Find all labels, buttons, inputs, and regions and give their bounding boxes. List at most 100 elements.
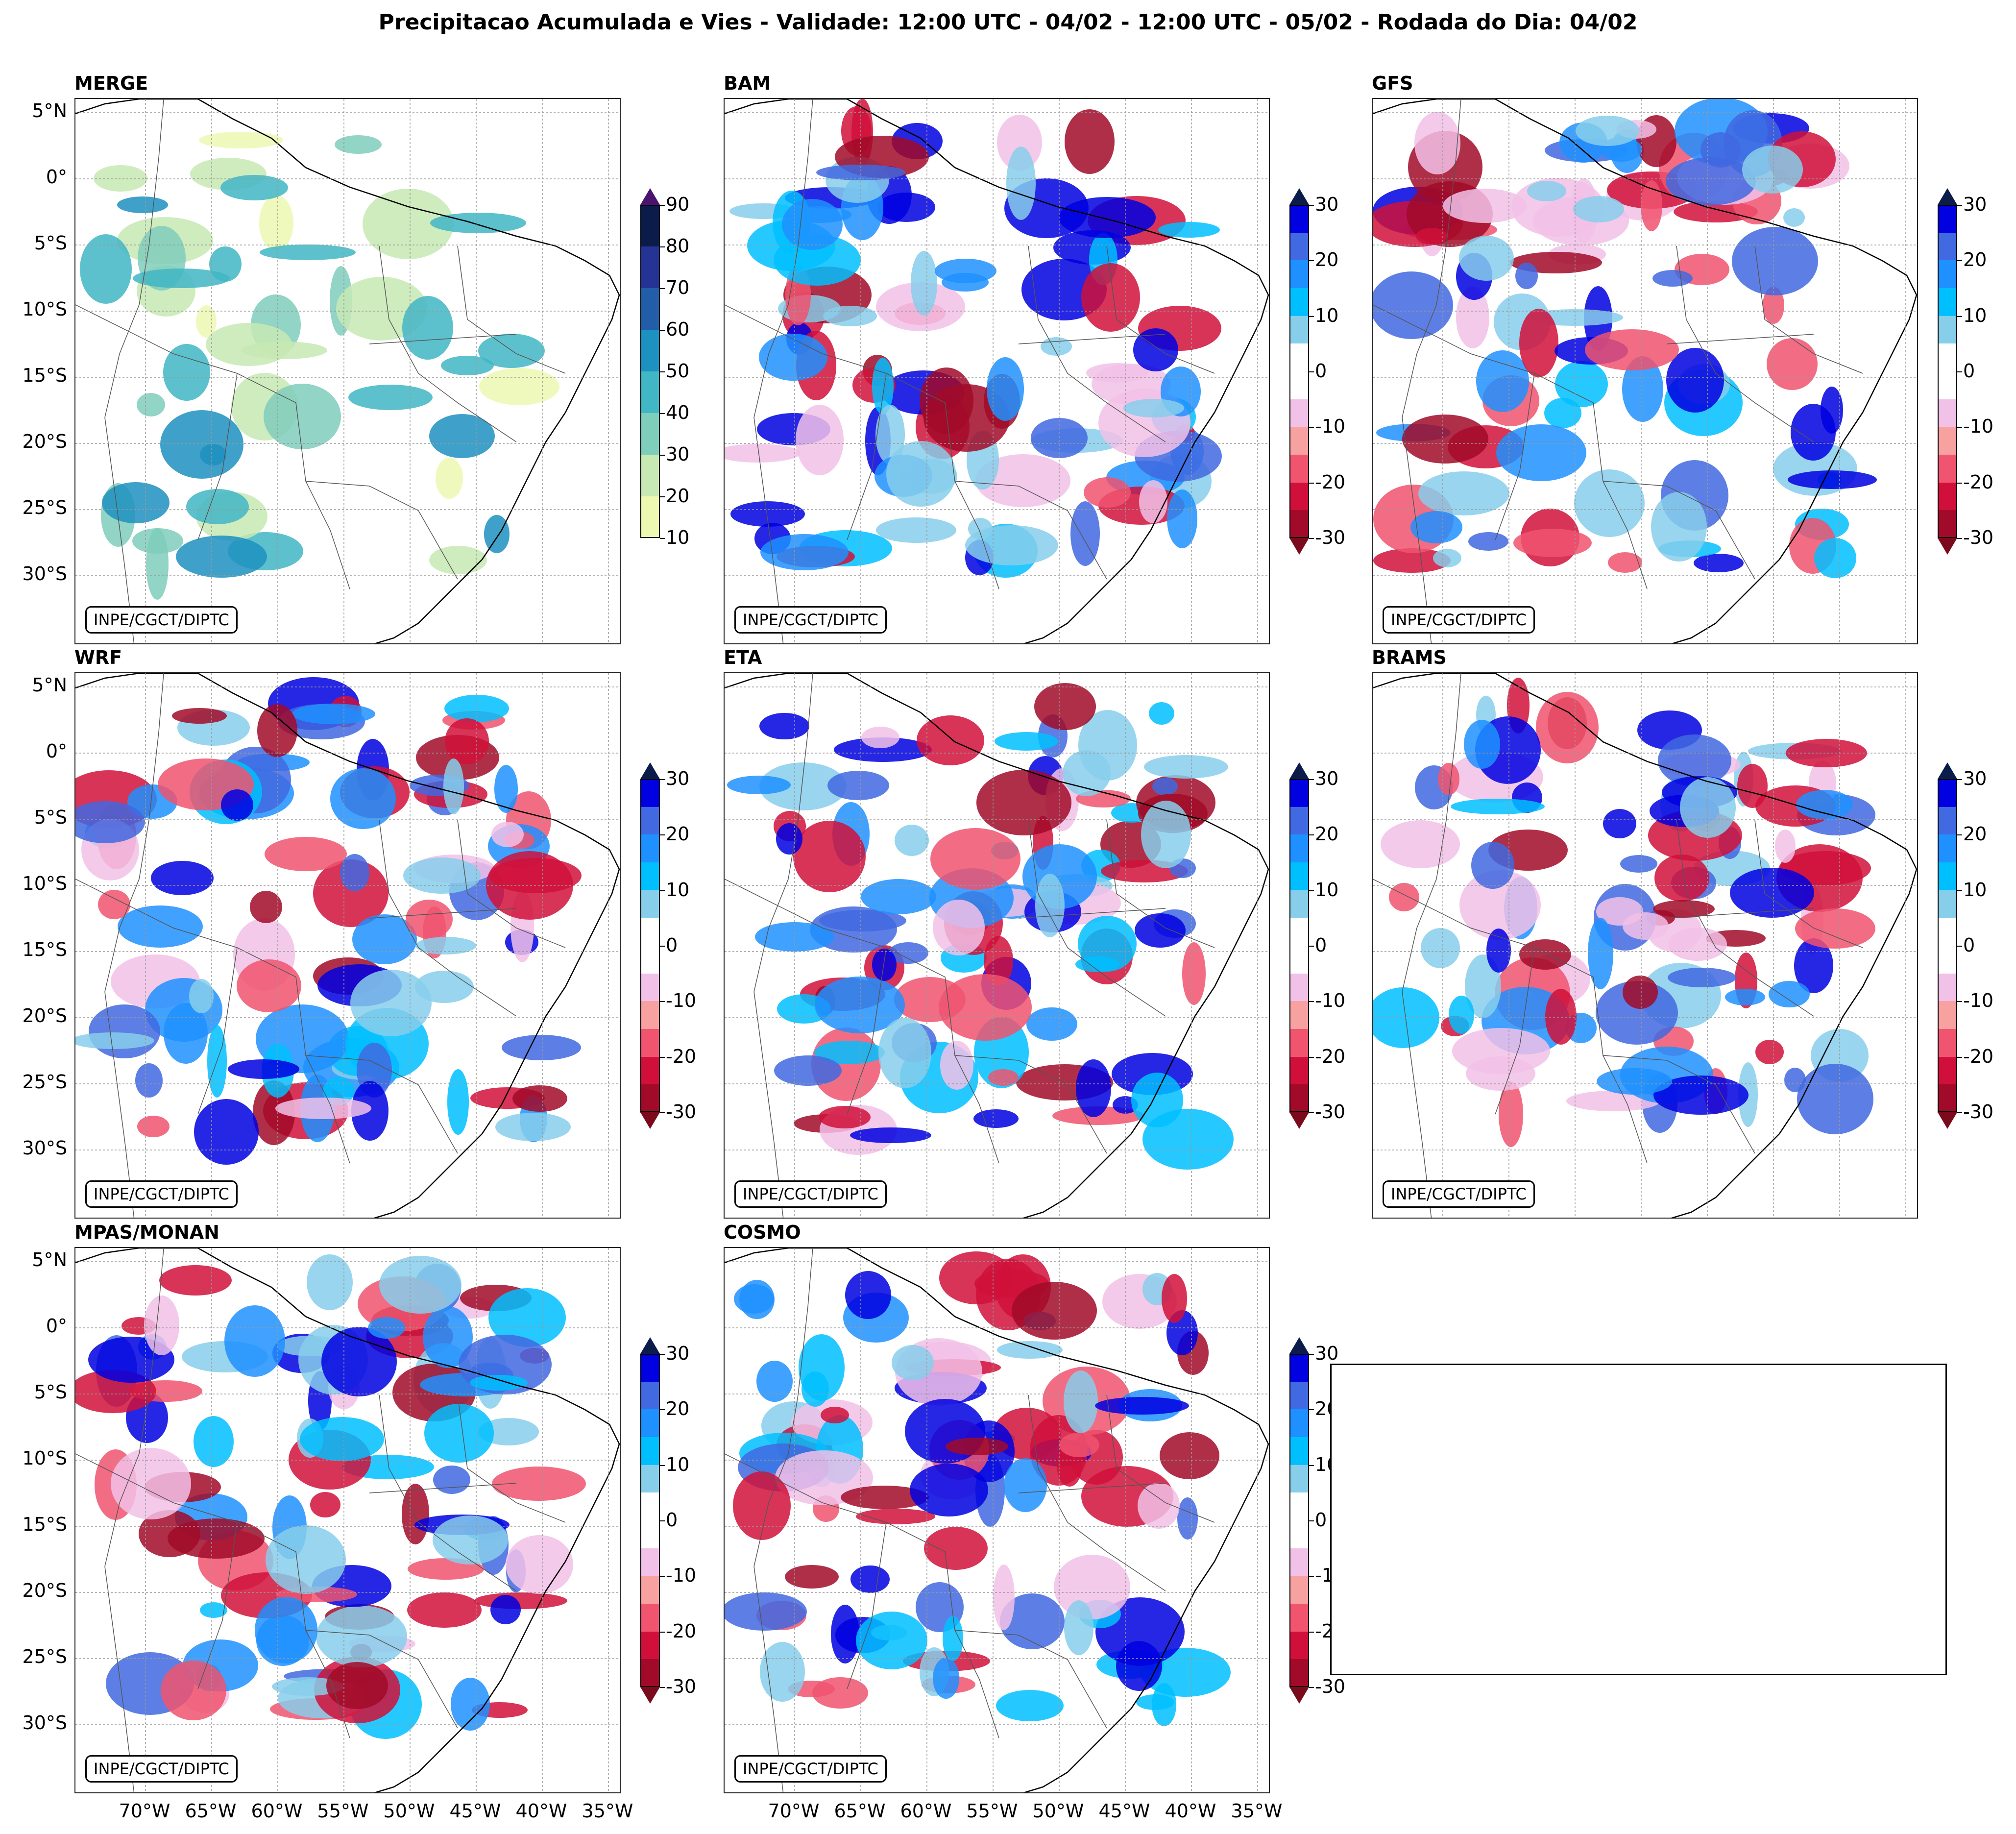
colorbar-tickmark [660, 205, 665, 206]
field-blob [816, 165, 905, 180]
field-blob [335, 135, 382, 154]
field-blob [1767, 338, 1818, 390]
lon-label: 70°W [119, 1800, 170, 1822]
field-blob [988, 1069, 1019, 1086]
field-blob [310, 1492, 340, 1517]
colorbar-tick-label: 10 [1963, 879, 1987, 901]
colorbar-tickmark [1309, 205, 1314, 206]
field-blob [479, 368, 559, 405]
field-blob [1742, 146, 1803, 194]
field-blob [1162, 1274, 1187, 1323]
field-blob [1012, 1282, 1097, 1340]
coastline [75, 99, 620, 643]
colorbar-tick-label: 10 [666, 879, 690, 901]
colorbar-tickmark [1957, 779, 1962, 780]
field-blob [253, 1080, 295, 1145]
colorbar-segment [640, 946, 660, 974]
field-blob [260, 245, 356, 260]
field-blob [845, 1271, 891, 1319]
field-blob [1123, 399, 1184, 417]
field-blob [1519, 309, 1558, 377]
colorbar-tick-label: -10 [1963, 416, 1994, 438]
field-blob [1064, 1600, 1093, 1655]
field-blob [1730, 868, 1814, 918]
colorbar-tickmark [1309, 1001, 1314, 1003]
field-blob [1499, 1081, 1523, 1147]
field-blob [861, 727, 899, 748]
field-blob [266, 1525, 346, 1594]
colorbar-segment [640, 1056, 660, 1085]
colorbar-segment [640, 455, 660, 497]
field-blob [447, 1069, 469, 1135]
field-blob [995, 732, 1058, 751]
colorbar-segment [1938, 427, 1957, 455]
field-blob [1755, 1040, 1784, 1064]
field-blob [407, 1592, 482, 1628]
colorbar-tickmark [1309, 538, 1314, 539]
colorbar-segment [1289, 1548, 1309, 1577]
field-blob [478, 334, 545, 368]
bias-colorbar: 30 20 10 0 -10 -20 -30 [640, 762, 696, 1129]
colorbar-segment [640, 862, 660, 891]
field-blob [445, 718, 489, 764]
colorbar-tick-label: 90 [666, 194, 690, 215]
field-blob [194, 1099, 259, 1165]
field-blob [94, 165, 147, 192]
field-blob [939, 974, 1032, 1041]
colorbar-segment [1289, 890, 1309, 919]
colorbar-tickmark [1309, 1520, 1314, 1521]
colorbar-tick-label: -30 [1315, 527, 1346, 548]
map-svg [75, 1248, 620, 1792]
colorbar-tick-label: 30 [1963, 768, 1987, 789]
colorbar-segment [640, 1381, 660, 1410]
colorbar-arrow-bottom [640, 1687, 660, 1704]
colorbar-segment [1289, 1631, 1309, 1660]
field-blob [102, 482, 170, 523]
field-blob [200, 1602, 227, 1618]
colorbar-tick-label: 0 [1963, 360, 1975, 382]
field-blob [987, 357, 1024, 421]
field-blob [1585, 329, 1679, 370]
field-blob [1651, 492, 1707, 562]
field-blob [118, 905, 203, 948]
field-blob [1402, 415, 1488, 464]
field-blob [1466, 1056, 1535, 1091]
colorbar-segment [1289, 807, 1309, 835]
map-svg [725, 1248, 1269, 1792]
field-blob [785, 1565, 839, 1589]
field-blob [1574, 469, 1645, 537]
field-blob [111, 1448, 191, 1519]
borders [725, 99, 1215, 643]
field-blob [200, 444, 226, 465]
field-blob [423, 1306, 473, 1368]
field-blob [133, 269, 230, 288]
colorbar-tick-label: 10 [1315, 879, 1339, 901]
field-blob [1059, 1433, 1099, 1457]
field-blob [1421, 928, 1460, 968]
field-blob [933, 900, 985, 955]
field-blob [429, 414, 495, 458]
field-blob [194, 1416, 234, 1467]
lat-label: 5°N [32, 1249, 67, 1271]
field-blob [316, 1606, 407, 1667]
colorbar-segment [1289, 1576, 1309, 1604]
map-svg [725, 673, 1269, 1218]
field-blob [1414, 112, 1460, 174]
colorbar-arrow-top [1938, 762, 1957, 779]
bias-colorbar: 30 20 10 0 -10 -20 -30 [1289, 762, 1345, 1129]
field-blob [292, 704, 375, 724]
field-blob [135, 1063, 163, 1098]
field-blob [159, 1265, 232, 1296]
colorbar-tickmark [1309, 1409, 1314, 1411]
colorbar-tickmark [1309, 1056, 1314, 1058]
field-blob [160, 410, 243, 479]
colorbar-tick-label: 80 [666, 235, 690, 257]
field-blob [326, 1662, 388, 1709]
borders [75, 99, 566, 643]
field-blob [1783, 208, 1805, 227]
empty-panel [1330, 1364, 1947, 1675]
colorbar-tick-label: 30 [1963, 194, 1987, 215]
field-blob [307, 1254, 353, 1310]
field-blob [1680, 777, 1736, 838]
colorbar-segment [1938, 1056, 1957, 1085]
